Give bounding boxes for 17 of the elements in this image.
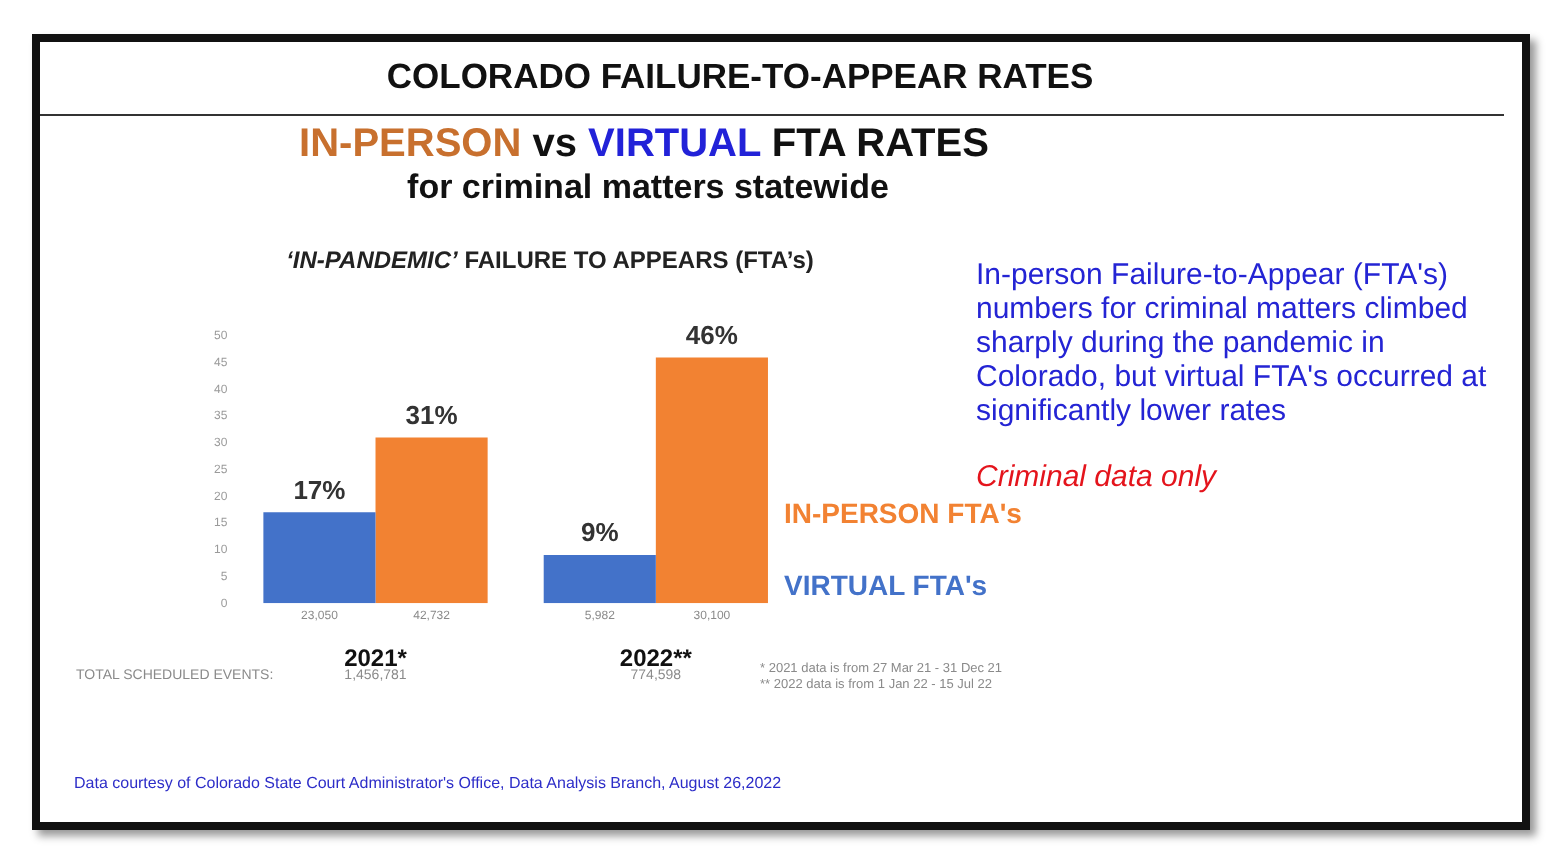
text: In-person Failure-to-Appear (FTA's) numbers for criminal matters climbed sharply during the pandemic in Colorado, but virtual FTA's occurred at significantly lower rates [976,258,1489,428]
text: Criminal data only [976,460,1217,494]
text: ‘IN-PANDEMIC’ FAILURE TO APPEARS (FTA’s) [286,246,814,274]
bar [543,555,656,604]
bar [263,512,376,604]
chart-title: COLORADO FAILURE-TO-APPEAR RATES [386,56,1094,98]
data-label: 9% [580,517,620,548]
text: VIRTUAL FTA's [783,568,988,601]
text: Data courtesy of Colorado State Court Administrator's Office, Data Analysis Branch, August 26,2022 [74,774,782,792]
text: for criminal matters statewide [407,168,889,208]
data-label: 17% [293,474,347,505]
data-label: 46% [685,319,739,350]
data-label: 31% [405,399,459,430]
chart-subtitle: IN-PERSON vs VIRTUAL FTA RATES [299,122,989,166]
bar [655,357,768,604]
series-label: IN-PERSON FTA's [783,496,1023,529]
bar [375,437,488,604]
